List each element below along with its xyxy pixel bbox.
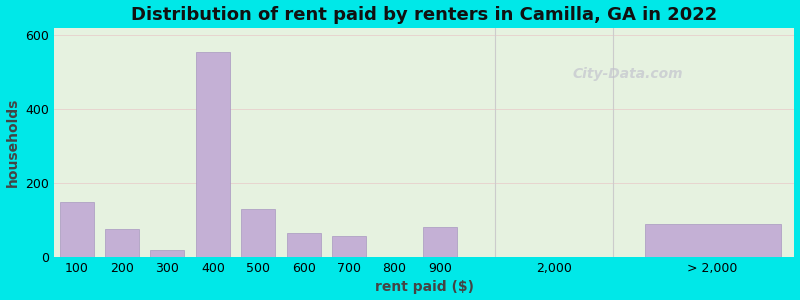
Y-axis label: households: households — [6, 98, 19, 187]
Bar — [196, 52, 230, 257]
Bar — [150, 250, 185, 257]
Bar — [286, 233, 321, 257]
Title: Distribution of rent paid by renters in Camilla, GA in 2022: Distribution of rent paid by renters in … — [131, 6, 718, 24]
Bar — [242, 209, 275, 257]
Bar — [423, 227, 457, 257]
Bar — [332, 236, 366, 257]
X-axis label: rent paid ($): rent paid ($) — [374, 280, 474, 294]
Bar — [645, 224, 781, 257]
Text: City-Data.com: City-Data.com — [572, 67, 683, 81]
Bar — [59, 202, 94, 257]
Bar — [105, 229, 139, 257]
